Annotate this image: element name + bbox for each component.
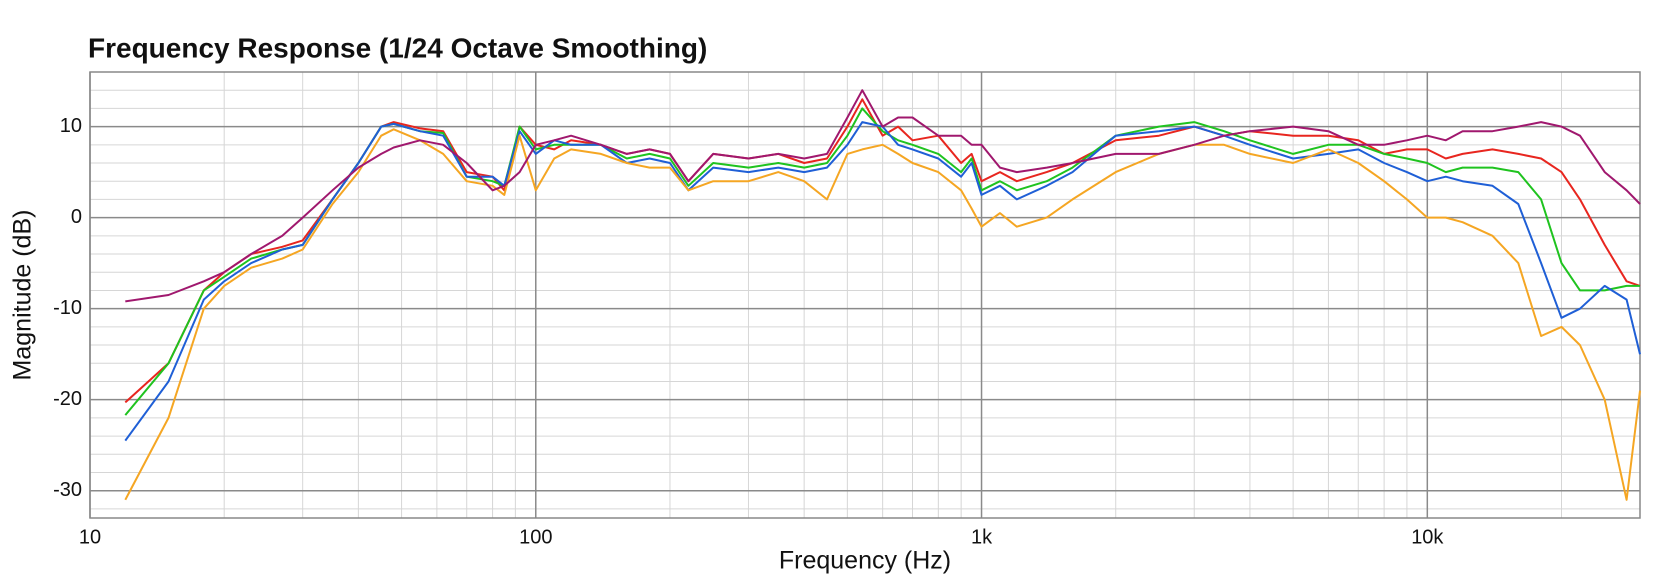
x-tick-label: 1k	[971, 526, 993, 548]
chart-title: Frequency Response (1/24 Octave Smoothin…	[88, 32, 707, 63]
x-tick-label: 10	[79, 526, 101, 548]
y-tick-label: 10	[60, 115, 82, 137]
series-line	[124, 121, 1641, 442]
y-tick-label: -30	[53, 479, 82, 501]
x-tick-label: 10k	[1411, 526, 1444, 548]
plot-frame	[89, 71, 1641, 519]
y-tick-label: -20	[53, 388, 82, 410]
y-axis-label: Magnitude (dB)	[9, 210, 37, 381]
x-tick-label: 100	[519, 526, 552, 548]
y-tick-label: -10	[53, 297, 82, 319]
series-line	[125, 89, 1641, 303]
y-tick-label: 0	[71, 206, 82, 228]
series-line	[124, 98, 1641, 404]
x-axis-label: Frequency (Hz)	[779, 547, 951, 575]
series-line	[124, 128, 1641, 501]
